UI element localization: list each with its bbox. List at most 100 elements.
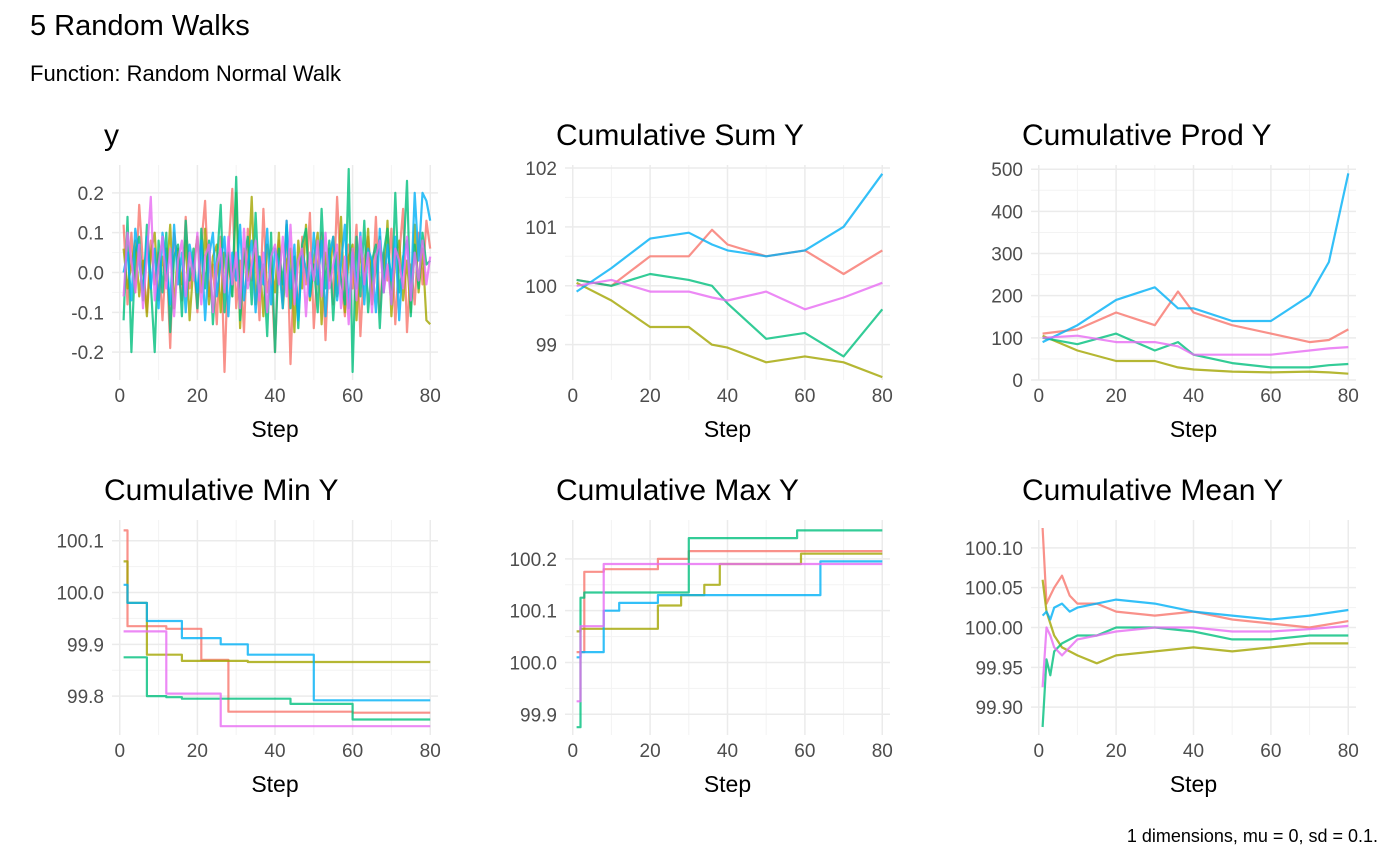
- panel-3: Cumulative Prod Y 0 20 40 60 80 0 100 200 300 400 5…: [991, 119, 1359, 442]
- y-tick-label: 100.0: [509, 653, 557, 674]
- x-tick-label: 80: [420, 741, 441, 762]
- x-tick-label: 60: [794, 741, 815, 762]
- x-tick-label: 60: [794, 386, 815, 407]
- x-tick-label: 40: [1183, 741, 1204, 762]
- x-tick-label: 0: [567, 386, 578, 407]
- series-line-4: [576, 560, 883, 659]
- x-axis-label: Step: [251, 416, 298, 442]
- panel-title: Cumulative Sum Y: [556, 119, 804, 152]
- y-tick-label: 400: [991, 202, 1023, 223]
- series-line-3: [122, 167, 431, 374]
- x-tick-label: 60: [342, 386, 363, 407]
- y-tick-label: 100.0: [56, 584, 104, 605]
- x-tick-label: 40: [717, 386, 738, 407]
- y-tick-label: 100.1: [509, 602, 557, 623]
- y-tick-label: 99.9: [67, 635, 104, 656]
- series-line-4: [123, 583, 431, 702]
- panel-1: y 0 20 40 60 80 -0.2 -0.1 0.0 0.1 0.2 Step: [71, 119, 441, 442]
- series-line-2: [576, 281, 883, 379]
- x-axis-label: Step: [1170, 771, 1217, 797]
- series-line-1: [576, 228, 883, 287]
- x-tick-label: 40: [264, 741, 285, 762]
- x-tick-label: 20: [187, 741, 208, 762]
- series-line-5: [1042, 334, 1349, 356]
- series-line-4: [1042, 173, 1350, 344]
- y-tick-label: 100.1: [56, 532, 104, 553]
- y-tick-label: 0.1: [78, 224, 104, 245]
- y-tick-label: 100.2: [509, 550, 557, 571]
- panel-title: y: [104, 119, 119, 152]
- series-line-2: [1041, 579, 1349, 665]
- x-tick-label: 80: [420, 386, 441, 407]
- series-line-2: [1042, 334, 1349, 375]
- series-line-1: [1042, 290, 1349, 344]
- x-tick-label: 20: [187, 386, 208, 407]
- y-tick-label: 200: [991, 287, 1023, 308]
- x-tick-label: 40: [717, 741, 738, 762]
- x-tick-label: 80: [872, 386, 893, 407]
- chart-subtitle: Function: Random Normal Walk: [30, 61, 341, 86]
- y-tick-label: 99.90: [975, 698, 1023, 719]
- series-line-3: [576, 529, 883, 729]
- series-line-5: [1041, 624, 1349, 688]
- series-line-5: [123, 630, 431, 728]
- x-tick-label: 20: [640, 386, 661, 407]
- x-axis-label: Step: [1170, 416, 1217, 442]
- y-tick-label: 99.95: [975, 658, 1023, 679]
- x-tick-label: 20: [1106, 741, 1127, 762]
- y-tick-label: 102: [525, 159, 557, 180]
- panel-title: Cumulative Prod Y: [1022, 119, 1272, 152]
- x-tick-label: 0: [1033, 741, 1044, 762]
- y-tick-label: 0: [1012, 371, 1023, 392]
- series-line-3: [123, 656, 431, 721]
- y-tick-label: 100.10: [965, 539, 1023, 560]
- series-line-4: [1041, 598, 1349, 621]
- y-tick-label: 100: [525, 277, 557, 298]
- x-tick-label: 80: [1338, 741, 1359, 762]
- x-tick-label: 20: [640, 741, 661, 762]
- panel-4: Cumulative Min Y 0 20 40 60 80 99.8 99.9 100.0 10…: [56, 474, 440, 797]
- x-tick-label: 0: [114, 386, 125, 407]
- y-tick-label: 0.2: [78, 184, 104, 205]
- y-tick-label: 100.05: [965, 579, 1023, 600]
- y-tick-label: 300: [991, 245, 1023, 266]
- x-tick-label: 80: [1338, 386, 1359, 407]
- series-line-4: [575, 173, 884, 293]
- panel-2: Cumulative Sum Y 0 20 40 60 80 99 100 101 102 Step: [525, 119, 893, 442]
- y-tick-label: -0.1: [71, 303, 104, 324]
- chart-caption: 1 dimensions, mu = 0, sd = 0.1.: [1126, 826, 1378, 846]
- y-tick-label: 0.0: [78, 264, 104, 285]
- x-tick-label: 60: [1260, 386, 1281, 407]
- x-tick-label: 40: [1183, 386, 1204, 407]
- y-tick-label: 99.9: [520, 705, 557, 726]
- chart-title: 5 Random Walks: [30, 10, 250, 42]
- y-tick-label: 100: [991, 329, 1023, 350]
- x-axis-label: Step: [704, 771, 751, 797]
- series-line-2: [123, 560, 431, 664]
- panel-title: Cumulative Max Y: [556, 474, 799, 507]
- y-tick-label: 101: [525, 218, 557, 239]
- y-tick-label: 99.8: [67, 687, 104, 708]
- y-tick-label: 500: [991, 160, 1023, 181]
- series-line-3: [1041, 626, 1349, 728]
- series-line-5: [576, 562, 883, 703]
- y-tick-label: 100.00: [965, 619, 1023, 640]
- panel-6: Cumulative Mean Y 0 20 40 60 80 99.90 99.95 100.…: [965, 474, 1359, 797]
- y-tick-label: -0.2: [71, 343, 104, 364]
- panel-5: Cumulative Max Y 0 20 40 60 80 99.9 100.0 100.1 1…: [509, 474, 892, 797]
- x-tick-label: 0: [1033, 386, 1044, 407]
- series-line-5: [122, 195, 432, 326]
- x-tick-label: 80: [872, 741, 893, 762]
- x-tick-label: 0: [567, 741, 578, 762]
- x-tick-label: 40: [264, 386, 285, 407]
- x-tick-label: 0: [114, 741, 125, 762]
- series-line-1: [576, 550, 883, 654]
- panel-title: Cumulative Mean Y: [1022, 474, 1283, 507]
- x-axis-label: Step: [251, 771, 298, 797]
- x-tick-label: 60: [342, 741, 363, 762]
- series-line-3: [576, 272, 884, 358]
- x-tick-label: 60: [1260, 741, 1281, 762]
- y-tick-label: 99: [536, 336, 557, 357]
- x-axis-label: Step: [704, 416, 751, 442]
